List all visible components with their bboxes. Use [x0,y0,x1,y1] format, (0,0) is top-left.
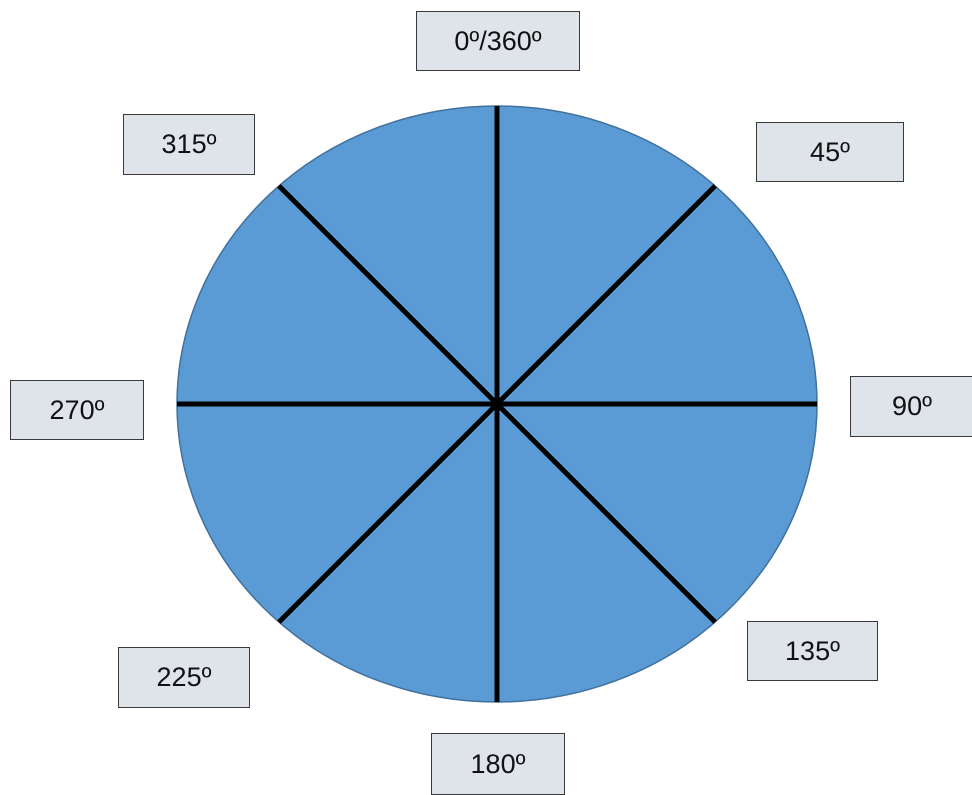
label-135-degrees: 135º [747,621,878,681]
label-0-360-degrees: 0º/360º [416,11,580,71]
label-270-degrees: 270º [10,380,144,440]
label-225-degrees: 225º [118,647,250,708]
spoke-135-315-deg [277,184,717,624]
label-315-degrees: 315º [123,114,255,175]
label-45-degrees: 45º [756,122,904,182]
label-180-degrees: 180º [431,733,565,795]
label-90-degrees: 90º [850,376,972,437]
spokes-group [177,106,817,702]
